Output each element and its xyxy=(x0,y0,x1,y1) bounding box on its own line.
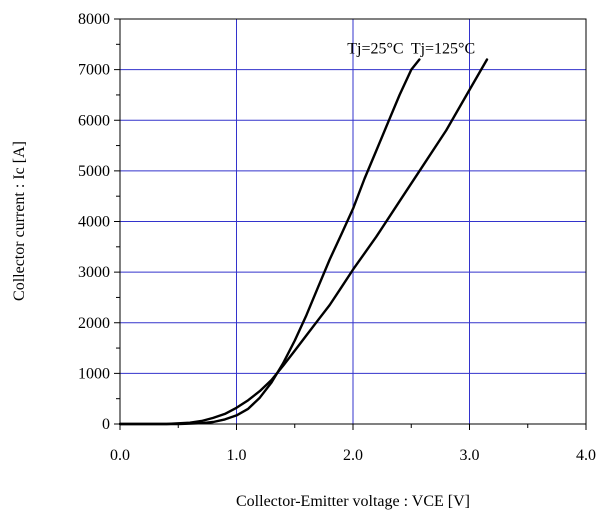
x-axis-title: Collector-Emitter voltage : VCE [V] xyxy=(236,493,470,510)
x-tick-label: 1.0 xyxy=(227,447,247,464)
tick-labels: 0 1000 2000 3000 4000 5000 6000 7000 8000 0.0 1.0 2… xyxy=(78,11,596,464)
y-tick-label: 6000 xyxy=(78,112,110,129)
y-tick-label: 0 xyxy=(102,416,110,433)
y-tick-label: 4000 xyxy=(78,214,110,231)
y-tick-label: 1000 xyxy=(78,365,110,382)
y-tick-label: 5000 xyxy=(78,163,110,180)
series-label: Tj=125°C xyxy=(411,41,475,58)
y-tick-label: 7000 xyxy=(78,62,110,79)
ticks xyxy=(114,18,587,430)
x-tick-label: 3.0 xyxy=(460,447,480,464)
series-label: Tj=25°C xyxy=(347,41,403,58)
series-line-tj25 xyxy=(118,58,421,426)
y-tick-label: 3000 xyxy=(78,264,110,281)
series-lines xyxy=(118,58,489,426)
x-tick-label: 2.0 xyxy=(343,447,363,464)
y-axis-title: Collector current : Ic [A] xyxy=(11,141,28,301)
grid xyxy=(120,19,586,424)
series-line-tj125 xyxy=(118,58,489,426)
x-tick-label: 4.0 xyxy=(576,447,596,464)
y-tick-label: 8000 xyxy=(78,11,110,28)
y-tick-label: 2000 xyxy=(78,315,110,332)
x-tick-label: 0.0 xyxy=(110,447,130,464)
